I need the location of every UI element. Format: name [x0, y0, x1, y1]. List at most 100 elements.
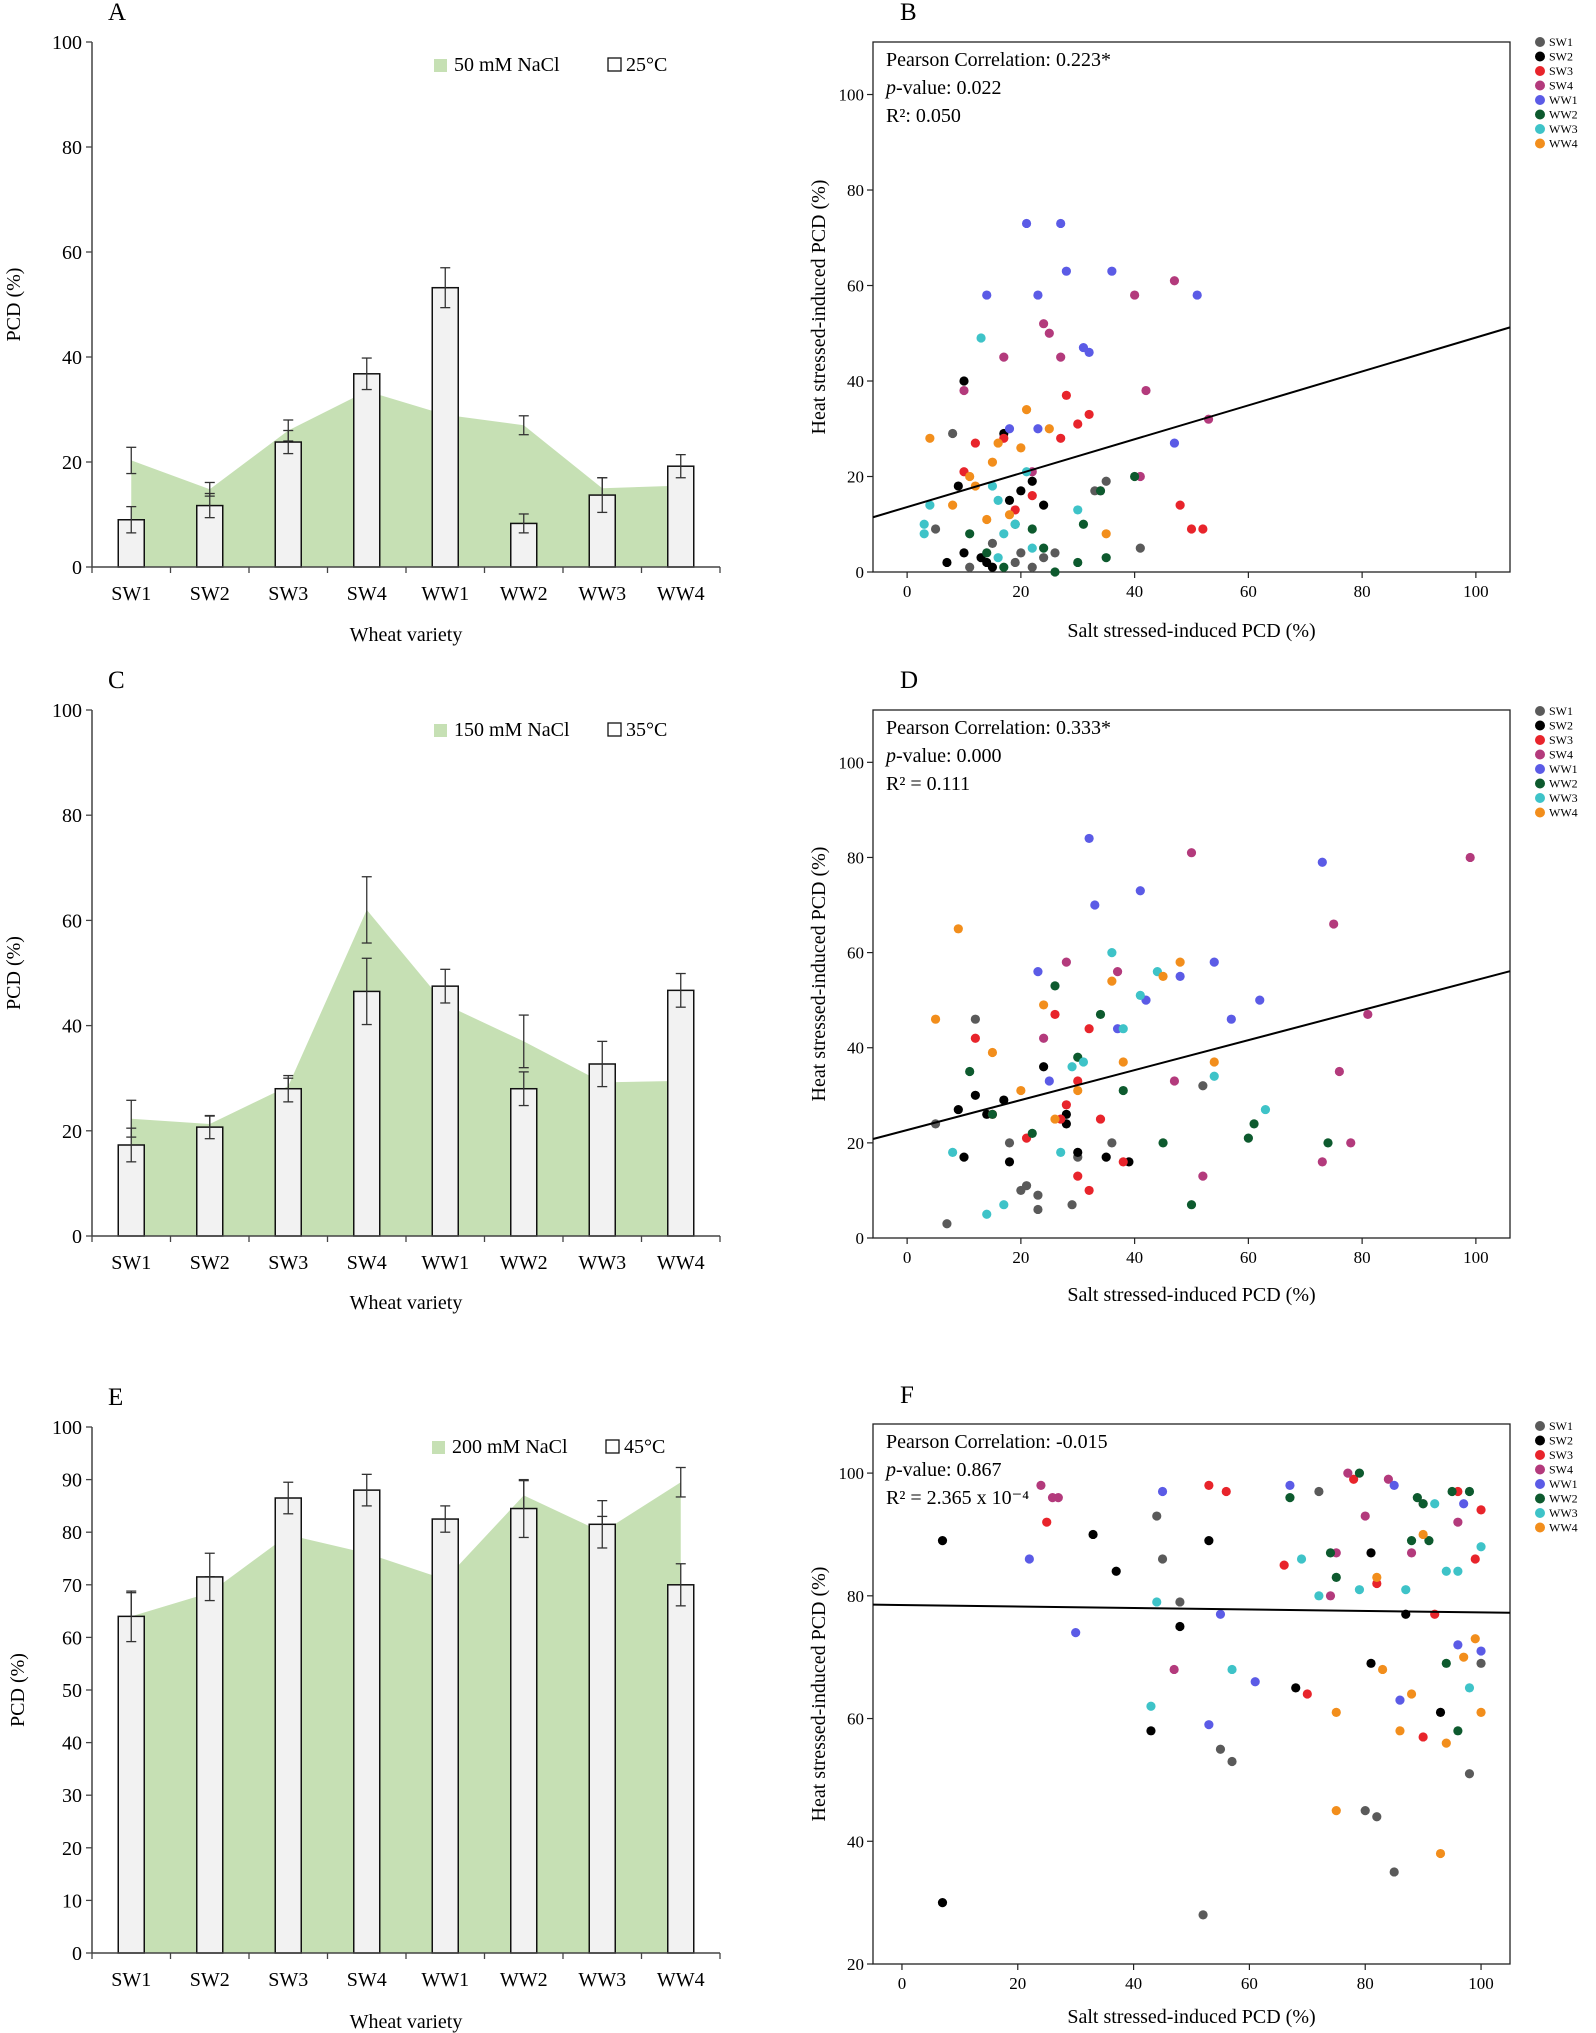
y-axis-title: PCD (%): [3, 936, 25, 1010]
point-sw1: [1050, 548, 1060, 558]
y-axis-title: PCD (%): [7, 1653, 29, 1727]
x-tick-label: SW1: [111, 583, 151, 605]
heat-bar: [667, 989, 695, 1237]
point-ww4: [953, 924, 963, 934]
point-sw1: [1101, 476, 1111, 486]
point-sw4: [1317, 1157, 1327, 1167]
x-tick-label: SW3: [268, 1969, 308, 1991]
point-ww1: [1255, 995, 1265, 1005]
point-ww4: [930, 1014, 941, 1024]
point-ww1: [1107, 266, 1117, 276]
point-sw4: [1346, 1138, 1356, 1148]
x-tick-label: 20: [1012, 1248, 1029, 1267]
point-sw4: [959, 385, 969, 396]
point-ww4: [1073, 1085, 1083, 1096]
legend-marker-sw1: [1535, 37, 1545, 47]
point-sw2: [1004, 495, 1015, 505]
point-sw1: [987, 538, 998, 548]
point-sw4: [1343, 1468, 1353, 1478]
point-ww4: [1050, 1114, 1060, 1124]
point-sw2: [1016, 486, 1026, 496]
point-ww4: [1016, 443, 1026, 453]
y-tick-label: 60: [62, 1627, 82, 1649]
y-tick-label: 80: [847, 181, 864, 200]
point-ww4: [1158, 971, 1168, 981]
legend-label-ww4: WW4: [1549, 137, 1578, 151]
heat-bar: [588, 1063, 616, 1237]
x-tick-label: WW2: [500, 583, 548, 605]
y-axis-title: Heat stressed-induced PCD (%): [808, 847, 830, 1102]
legend-label-ww3: WW3: [1549, 791, 1578, 805]
y-tick-label: 20: [62, 1121, 82, 1143]
y-tick-label: 80: [62, 1522, 82, 1544]
point-ww3: [1027, 543, 1037, 553]
point-ww3: [948, 1147, 958, 1157]
point-ww2: [1078, 519, 1089, 529]
legend-label-heat: 45°C: [624, 1436, 665, 1458]
point-sw4: [1047, 1493, 1058, 1503]
point-sw1: [1360, 1805, 1370, 1816]
point-ww2: [1406, 1535, 1417, 1546]
point-sw3: [1476, 1505, 1486, 1515]
heat-bar: [353, 1489, 381, 1954]
legend-label-sw4: SW4: [1549, 748, 1573, 762]
legend-swatch-salt: [432, 1441, 445, 1454]
point-ww3: [982, 1209, 992, 1219]
regression-line: [872, 970, 1511, 1140]
y-tick-label: 40: [62, 1016, 82, 1038]
point-ww4: [993, 438, 1003, 448]
point-sw2: [1366, 1548, 1376, 1558]
panel-label: C: [108, 667, 125, 694]
point-ww3: [976, 333, 986, 343]
x-tick-label: SW1: [111, 1969, 151, 1991]
legend-label-sw4: SW4: [1549, 79, 1573, 93]
point-ww1: [1071, 1628, 1081, 1638]
y-tick-label: 100: [52, 32, 82, 54]
point-sw1: [970, 1014, 980, 1024]
x-tick-label: WW4: [657, 1252, 705, 1274]
point-ww1: [1056, 218, 1066, 229]
point-sw1: [965, 562, 975, 572]
point-ww2: [1027, 524, 1037, 534]
y-tick-label: 40: [847, 1832, 864, 1851]
heat-bar: [196, 1126, 224, 1237]
x-axis-title: Wheat variety: [350, 1292, 463, 1314]
legend-marker-ww1: [1535, 95, 1545, 105]
point-sw3: [1221, 1486, 1231, 1497]
legend-swatch-salt: [434, 59, 447, 72]
x-tick-label: WW2: [500, 1252, 548, 1274]
point-ww4: [1470, 1634, 1480, 1644]
x-tick-label: SW4: [347, 1252, 387, 1274]
x-tick-label: WW1: [421, 1969, 469, 1991]
heat-bar: [274, 1497, 302, 1954]
point-sw2: [1039, 500, 1049, 510]
point-ww1: [1033, 424, 1043, 434]
point-ww3: [1476, 1542, 1486, 1552]
point-sw4: [1325, 1591, 1336, 1601]
point-sw4: [1186, 848, 1197, 858]
legend-marker-sw3: [1535, 1450, 1545, 1460]
point-sw1: [1372, 1812, 1382, 1822]
point-sw3: [1084, 1024, 1094, 1034]
point-ww1: [1395, 1695, 1405, 1705]
point-ww2: [1186, 1200, 1197, 1210]
point-sw1: [1227, 1756, 1237, 1767]
plot-frame: [872, 1423, 1511, 1965]
y-tick-label: 80: [62, 805, 82, 827]
point-sw2: [953, 481, 963, 491]
y-axis-title: Heat stressed-induced PCD (%): [808, 1567, 830, 1822]
y-axis-title: Heat stressed-induced PCD (%): [808, 180, 830, 435]
legend-label-sw3: SW3: [1549, 1448, 1573, 1462]
point-ww1: [982, 290, 992, 300]
x-tick-label: SW2: [190, 583, 230, 605]
point-sw3: [1084, 409, 1094, 420]
point-sw4: [1061, 957, 1071, 967]
point-ww4: [1016, 1085, 1026, 1096]
legend-label-heat: 35°C: [626, 719, 667, 741]
point-sw1: [942, 1219, 952, 1229]
point-ww4: [925, 433, 935, 443]
point-sw2: [987, 562, 998, 572]
y-tick-label: 100: [839, 753, 865, 772]
point-sw2: [959, 548, 969, 558]
point-ww2: [982, 548, 992, 558]
